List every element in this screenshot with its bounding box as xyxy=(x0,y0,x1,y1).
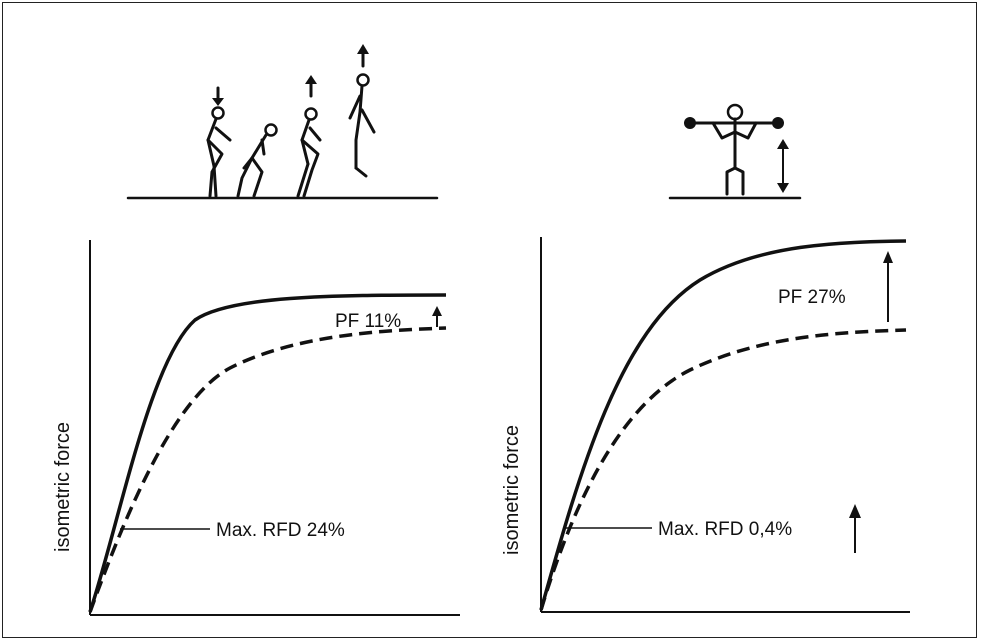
left-y-axis-label: isometric force xyxy=(52,422,74,552)
jump-pictogram xyxy=(126,44,439,200)
barbell-plate-right xyxy=(772,117,784,129)
left-pf-label: PF 11% xyxy=(335,311,401,332)
right-y-axis-label: isometric force xyxy=(501,425,523,555)
jump-figure-3 xyxy=(296,75,322,198)
lifter-legs xyxy=(725,166,745,196)
right-pf-arrow-head xyxy=(883,251,893,263)
left-untrained-curve xyxy=(88,326,447,613)
right-untrained-curve xyxy=(539,328,907,611)
barbell-plate-left xyxy=(684,117,696,129)
right-rfd-label: Max. RFD 0,4% xyxy=(658,519,792,540)
right-rfd-arrow-head xyxy=(849,504,861,518)
jump-figure-4 xyxy=(348,44,376,178)
right-force-time-chart: PF 27% Max. RFD 0,4% isometric force xyxy=(501,237,910,613)
jump-figure-2 xyxy=(236,123,278,198)
left-rfd-label: Max. RFD 24% xyxy=(216,520,345,541)
right-trained-curve xyxy=(539,239,907,611)
barbell-pictogram xyxy=(668,103,802,200)
lifter-head xyxy=(726,103,744,121)
left-force-time-chart: PF 11% Max. RFD 24% isometric force xyxy=(52,240,460,616)
right-pf-label: PF 27% xyxy=(778,287,846,308)
jump-figure-1 xyxy=(206,86,232,198)
left-pf-arrow-head xyxy=(432,306,442,316)
left-trained-curve xyxy=(88,293,447,613)
